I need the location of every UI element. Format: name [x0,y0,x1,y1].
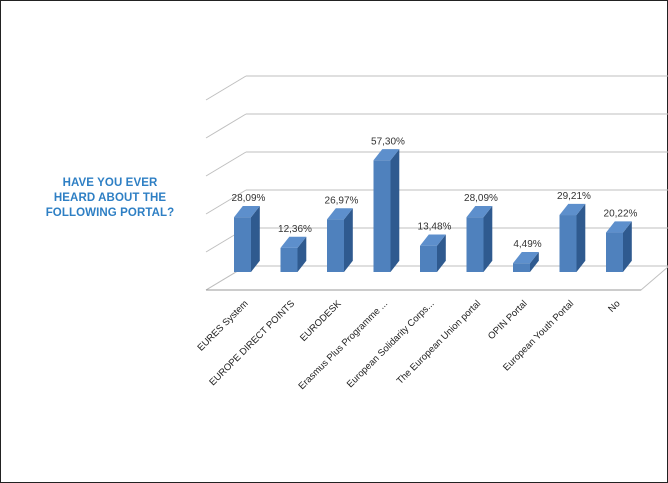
bar-side [344,208,353,272]
bar [606,232,623,272]
side-title-line-2: HEARD ABOUT THE [53,192,167,204]
bar-top [234,206,260,218]
value-label: 28,09% [232,193,266,204]
category-label: No [606,298,622,314]
bar-top [420,234,446,246]
side-title-line-1: HAVE YOU EVER [62,177,158,189]
bar-side [483,206,493,272]
category-label: European Solidarity Corps... [345,298,437,390]
grid-layer [205,75,668,291]
bar-top [606,221,632,233]
bar-top [280,236,307,248]
bar-side [437,234,446,272]
value-labels-layer: 28,09% 12,36% 26,97% 57,30% 13,48% 28,09% 4,49… [232,136,638,250]
bar [559,215,577,272]
bar-top [513,252,539,264]
category-label: EUROPE DIRECT POINTS [207,298,297,388]
bar [513,263,530,272]
category-label: The European Union portal [395,298,483,386]
gridline-left [205,151,247,177]
bar-side [390,149,400,272]
side-title: HAVE YOU EVER HEARD ABOUT THE FOLLOWING … [22,176,198,221]
side-title-line-3: FOLLOWING PORTAL? [45,207,175,219]
value-label: 4,49% [513,239,541,250]
bar-side [297,236,307,272]
bar [234,217,251,272]
value-label: 57,30% [371,136,405,147]
bar-top [559,203,586,216]
bar [327,219,344,272]
value-label: 13,48% [418,222,452,233]
bar [373,160,391,272]
bar-side [530,252,539,272]
bar-side [251,206,260,272]
bar [466,217,484,272]
bar [420,245,437,272]
value-label: 12,36% [278,224,312,235]
gridline-left [205,189,247,215]
category-label: EURODESK [298,298,344,344]
bar-top [373,149,400,161]
gridline-left [205,113,247,139]
bar-top [327,208,353,220]
bars-layer [234,149,632,272]
value-label: 20,22% [604,209,638,220]
gridline-left [205,75,247,101]
category-label: Erasmus Plus Programme ... [296,298,390,392]
value-label: 26,97% [325,195,359,206]
category-label: OPIN Portal [486,298,530,342]
bar [280,247,298,272]
value-label: 29,21% [557,191,591,202]
bar-side [623,221,632,272]
value-label: 28,09% [464,193,498,204]
bar-top [466,206,493,218]
bar-side [576,203,586,272]
